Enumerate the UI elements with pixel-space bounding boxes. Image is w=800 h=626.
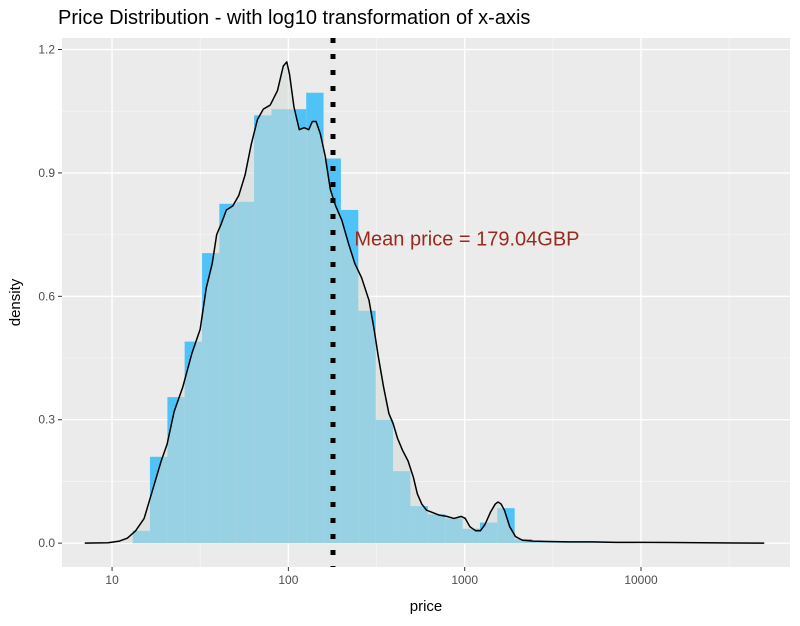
x-axis-title: price <box>410 598 443 615</box>
y-axis-title: density <box>7 278 24 326</box>
x-tick-label: 10000 <box>624 573 658 587</box>
y-tick-label: 0.9 <box>38 166 55 180</box>
y-tick-label: 0.0 <box>38 536 55 550</box>
density-area <box>84 61 765 544</box>
x-tick-label: 10 <box>105 573 119 587</box>
chart-title: Price Distribution - with log10 transfor… <box>58 7 530 29</box>
y-tick-label: 0.3 <box>38 413 55 427</box>
x-axis-ticks: 10 100 1000 10000 <box>105 567 658 587</box>
y-axis-ticks: 0.0 0.3 0.6 0.9 1.2 <box>38 43 62 550</box>
y-tick-label: 0.6 <box>38 289 55 303</box>
mean-price-annotation: Mean price = 179.04GBP <box>354 229 579 251</box>
x-tick-label: 1000 <box>451 573 478 587</box>
y-tick-label: 1.2 <box>38 43 55 57</box>
x-tick-label: 100 <box>278 573 298 587</box>
minor-gridlines <box>62 38 790 567</box>
density-curve <box>84 61 765 544</box>
